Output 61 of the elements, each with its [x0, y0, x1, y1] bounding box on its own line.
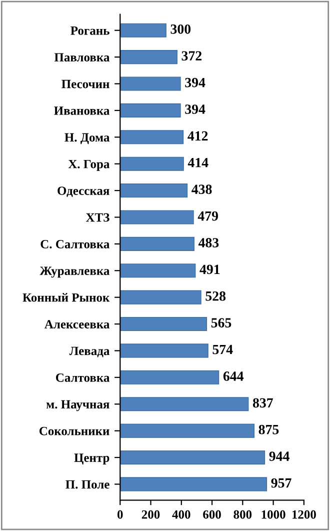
bar: [120, 477, 268, 492]
y-tick-label: Алексеевка: [44, 320, 110, 328]
x-tick-label: 1000: [262, 510, 286, 519]
bar: [120, 23, 166, 38]
bar: [120, 264, 196, 278]
data-label: 300: [170, 24, 191, 34]
data-label: 372: [182, 51, 202, 61]
y-tick-label: П. Поле: [66, 480, 110, 489]
y-tick-label: Конный Рынок: [22, 293, 110, 302]
y-tick-label: С. Салтовка: [40, 240, 110, 248]
y-tick-label: Ивановка: [54, 106, 110, 115]
bar: [120, 424, 254, 438]
y-tick-label: Салтовка: [56, 373, 110, 382]
y-tick-label: Левада: [69, 346, 110, 358]
bar: [120, 450, 266, 465]
data-label: 414: [188, 158, 208, 168]
bar: [120, 316, 208, 332]
y-tick-label: ХТЗ: [86, 213, 110, 222]
y-tick-label: Одесская: [58, 186, 110, 198]
data-label: 644: [223, 372, 244, 381]
bar: [120, 76, 181, 91]
y-tick-label: м. Научная: [46, 400, 110, 412]
bar: [120, 103, 181, 118]
data-label: 574: [212, 344, 233, 354]
y-tick-label: Х. Гора: [68, 160, 110, 171]
data-label: 491: [200, 264, 220, 274]
y-tick-label: Журавлевка: [40, 266, 110, 278]
bar: [120, 210, 194, 224]
x-tick-label: 400: [172, 510, 190, 519]
bar: [120, 184, 188, 198]
bar: [120, 344, 208, 358]
bar: [120, 130, 184, 144]
data-label: 944: [269, 452, 290, 461]
y-tick-label: Павловка: [54, 53, 110, 62]
y-tick-label: Рогань: [70, 26, 110, 35]
y-tick-label: Н. Дома: [64, 133, 110, 144]
data-label: 483: [198, 238, 219, 248]
x-tick-label: 1200: [292, 510, 316, 519]
data-label: 565: [211, 318, 232, 328]
x-tick-label: 600: [203, 510, 221, 519]
x-tick-label: 200: [142, 510, 160, 519]
data-label: 394: [185, 104, 206, 114]
data-label: 412: [188, 131, 208, 140]
bar: [120, 397, 249, 412]
data-label: 394: [185, 78, 206, 88]
bar: [120, 290, 202, 304]
data-label: 479: [198, 211, 218, 221]
y-tick-label: Сокольники: [39, 426, 110, 436]
y-tick-label: Песочин: [62, 80, 110, 88]
x-tick-label: 0: [117, 510, 123, 519]
bar: [120, 236, 194, 251]
data-label: 438: [192, 184, 212, 194]
bar: [120, 156, 184, 171]
bar: [120, 50, 178, 64]
data-label: 875: [258, 424, 279, 434]
x-tick-label: 800: [234, 510, 252, 519]
data-label: 957: [271, 478, 292, 488]
data-label: 837: [252, 398, 273, 408]
bar: [120, 370, 220, 384]
y-tick-label: Центр: [74, 454, 110, 464]
data-label: 528: [206, 291, 226, 301]
